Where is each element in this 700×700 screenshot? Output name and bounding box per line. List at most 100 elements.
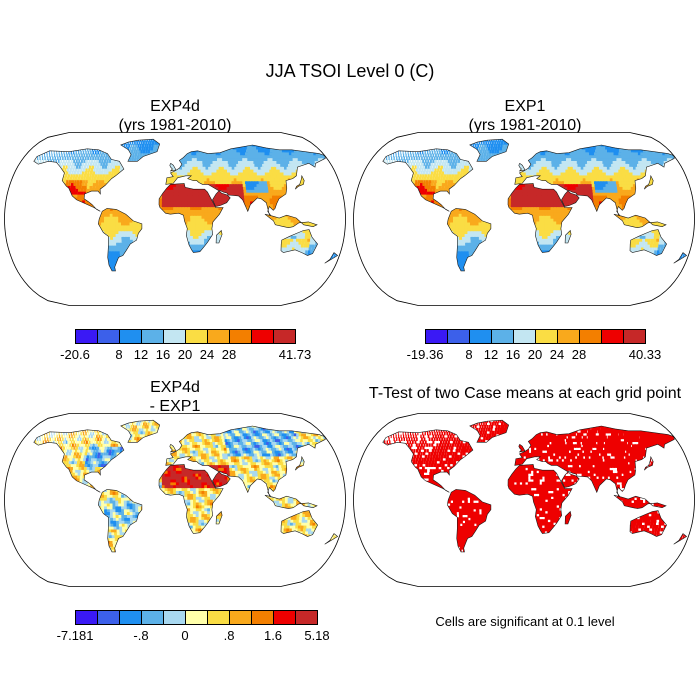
colorbar-swatch <box>513 329 536 344</box>
colorbar-tick-label: 24 <box>199 347 215 362</box>
coastline-australia <box>280 510 318 537</box>
coastline-madagascar <box>564 229 572 244</box>
colorbar-tick-label: 12 <box>133 347 149 362</box>
panel-title-ttest: T-Test of two Case means at each grid po… <box>350 384 700 403</box>
colorbar-tick-label: 28 <box>571 347 587 362</box>
colorbar-swatch <box>557 329 580 344</box>
colorbar-tick-label: -7.181 <box>56 628 94 643</box>
coastline-africa <box>507 464 573 534</box>
colorbar-tick-label: 24 <box>549 347 565 362</box>
colorbar-swatch <box>295 610 318 625</box>
colorbar-swatch <box>185 610 208 625</box>
colorbar-swatch <box>119 610 142 625</box>
panel-title-line1: T-Test of two Case means at each grid po… <box>368 385 682 402</box>
colorbar-tick-label: 12 <box>483 347 499 362</box>
map-exp4d <box>4 132 346 306</box>
colorbar-swatch <box>185 329 208 344</box>
coastline-greenland <box>120 138 161 162</box>
colorbar-swatch <box>97 329 120 344</box>
coastline-madagascar <box>564 510 572 525</box>
colorbar-swatch <box>491 329 514 344</box>
coastline-eurasia <box>165 144 326 219</box>
coastline-north-america <box>382 429 474 493</box>
colorbar-swatch <box>207 329 230 344</box>
colorbar-tick-label: 20 <box>527 347 543 362</box>
colorbar-swatch <box>579 329 602 344</box>
map-ttest <box>353 413 695 587</box>
colorbar-swatch <box>163 610 186 625</box>
colorbar-tick-label: 5.18 <box>304 628 330 643</box>
coastline-australia <box>629 510 667 537</box>
coastline-madagascar <box>215 229 223 244</box>
colorbar-swatch <box>447 329 470 344</box>
colorbar-exp1: -19.36 8 12 16 20 24 28 40.33 <box>407 329 661 363</box>
colorbar-swatch <box>97 610 120 625</box>
map-border <box>4 413 346 587</box>
coastline-japan <box>644 174 654 190</box>
panel-title-line2: - EXP1 <box>149 398 201 415</box>
colorbar-difference: -7.181 -.8 0 .8 1.6 5.18 <box>57 610 330 644</box>
colorbar-tick-label: -.8 <box>133 628 149 643</box>
panel-title-line2: (yrs 1981-2010) <box>118 117 232 134</box>
colorbar-tick-label: 20 <box>177 347 193 362</box>
coastline-uk <box>518 162 526 172</box>
coastline-australia <box>629 229 667 256</box>
colorbar-tick-label: 0 <box>181 628 189 643</box>
colorbar-swatch <box>207 610 230 625</box>
coastline-greenland <box>120 419 161 443</box>
coastline-uk <box>518 443 526 453</box>
coastline-south-america <box>446 489 492 553</box>
colorbar-swatch <box>273 610 296 625</box>
colorbar-swatch <box>141 610 164 625</box>
coastline-indonesia <box>264 213 318 229</box>
coastline-uk <box>169 443 177 453</box>
map-border <box>4 132 346 306</box>
coastline-north-america <box>382 148 474 212</box>
coastline-new-zealand <box>673 533 688 545</box>
coastline-greenland <box>469 138 510 162</box>
page-title: JJA TSOI Level 0 (C) <box>265 61 435 81</box>
coastline-madagascar <box>215 510 223 525</box>
coastline-africa <box>507 183 573 253</box>
coastline-japan <box>295 455 305 471</box>
colorbar-swatch <box>273 329 296 344</box>
colorbar-tick-label: 8 <box>465 347 473 362</box>
coastline-new-zealand <box>324 533 339 545</box>
map-border <box>353 132 695 306</box>
map-border <box>353 413 695 587</box>
colorbar-swatch <box>75 610 98 625</box>
coastline-eurasia <box>165 425 326 500</box>
colorbar-tick-label: 16 <box>505 347 521 362</box>
coastline-eurasia <box>514 144 675 219</box>
colorbar-swatch <box>425 329 448 344</box>
coastline-new-zealand <box>673 252 688 264</box>
coastline-africa <box>158 464 224 534</box>
coastline-south-america <box>97 489 143 553</box>
colorbar-swatch <box>623 329 646 344</box>
colorbar-tick-label: 28 <box>221 347 237 362</box>
panel-title-line2: (yrs 1981-2010) <box>468 117 582 134</box>
coastline-japan <box>644 455 654 471</box>
colorbar-tick-label: 41.73 <box>278 347 312 362</box>
panel-title-exp4d: EXP4d (yrs 1981-2010) <box>0 97 350 135</box>
colorbar-swatch <box>75 329 98 344</box>
colorbar-swatch <box>229 329 252 344</box>
map-exp1 <box>353 132 695 306</box>
coastline-africa <box>158 183 224 253</box>
coastline-eurasia <box>514 425 675 500</box>
panel-title-line1: EXP4d <box>150 98 200 115</box>
coastline-indonesia <box>613 213 667 229</box>
colorbar-tick-label: 1.6 <box>263 628 283 643</box>
coastline-indonesia <box>264 494 318 509</box>
panel-title-line1: EXP1 <box>504 98 546 115</box>
colorbar-swatch <box>535 329 558 344</box>
colorbar-tick-label: -19.36 <box>406 347 444 362</box>
coastline-new-zealand <box>324 252 339 264</box>
significance-note: Cells are significant at 0.1 level <box>435 614 615 629</box>
coastline-south-america <box>446 208 492 272</box>
panel-title-line1: EXP4d <box>150 379 200 396</box>
coastline-greenland <box>469 419 510 443</box>
colorbar-swatch <box>141 329 164 344</box>
colorbar-swatch <box>119 329 142 344</box>
